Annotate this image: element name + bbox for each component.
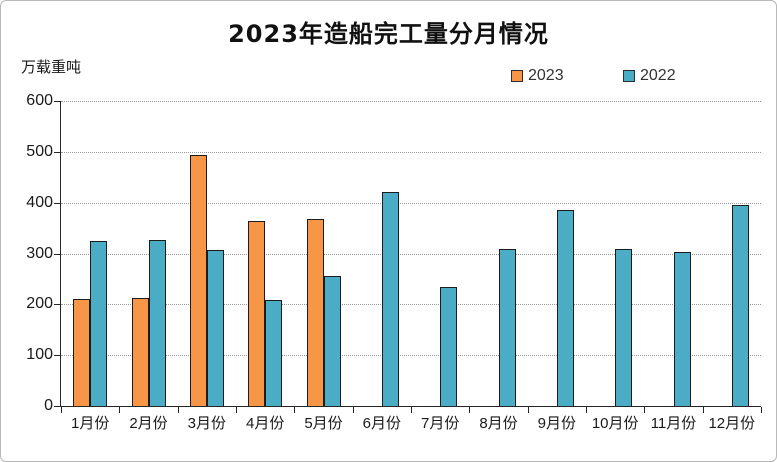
- y-tick-400: [54, 202, 61, 204]
- chart-title: 2023年造船完工量分月情况: [228, 20, 549, 48]
- legend-label-2023: 2023: [528, 67, 564, 84]
- x-tick-7: [469, 407, 471, 413]
- bar-2022-1月份: [90, 240, 108, 406]
- bar-2022-12月份: [731, 205, 749, 406]
- x-tick-1: [119, 407, 121, 413]
- x-tick-8: [527, 407, 529, 413]
- bar-2022-2月份: [148, 239, 166, 406]
- legend: 2023 2022: [1, 67, 776, 85]
- y-axis-unit-label: 万载重吨: [21, 59, 82, 76]
- legend-swatch-2022-icon: [623, 70, 635, 82]
- y-tick-500: [54, 151, 61, 153]
- x-axis-label-4月份: 4月份: [245, 415, 285, 432]
- y-tick-200: [54, 304, 61, 306]
- gridline-100: [61, 355, 761, 357]
- y-tick-label-500: 500: [26, 142, 53, 160]
- y-tick-0: [54, 406, 61, 407]
- x-tick-0: [61, 407, 62, 413]
- x-axis-label-9月份: 9月份: [537, 415, 576, 432]
- plot-area: 0 100 200 300 400 500 600 1月份 2月份 3月份 4月份 5月份 6月份 7月份…: [26, 92, 762, 432]
- y-tick-label-600: 600: [26, 92, 53, 109]
- x-axis-label-1月份: 1月份: [70, 415, 110, 432]
- bar-2022-8月份: [498, 249, 516, 406]
- y-tick-100: [54, 355, 61, 357]
- x-axis-label-5月份: 5月份: [304, 415, 343, 432]
- bar-2022-7月份: [440, 286, 458, 406]
- x-axis-label-3月份: 3月份: [187, 415, 226, 432]
- x-tick-4: [294, 407, 296, 413]
- y-tick-label-300: 300: [26, 244, 53, 262]
- x-axis-label-10月份: 10月份: [591, 415, 639, 432]
- y-tick-600: [54, 101, 61, 102]
- gridline-200: [61, 304, 761, 306]
- x-axis-label-11月份: 11月份: [650, 415, 697, 432]
- y-tick-label-200: 200: [26, 295, 53, 313]
- bar-2022-10月份: [615, 249, 633, 406]
- bar-2022-5月份: [323, 276, 341, 406]
- bar-2023-3月份: [189, 155, 207, 406]
- legend-swatch-2023-icon: [511, 70, 523, 82]
- x-tick-2: [177, 407, 179, 413]
- x-tick-5: [352, 407, 354, 413]
- legend-item-2022: 2022: [623, 67, 676, 85]
- x-tick-3: [236, 407, 237, 413]
- gridline-400: [61, 202, 761, 204]
- x-tick-6: [411, 407, 412, 413]
- bar-2022-3月份: [206, 249, 224, 406]
- gridline-500: [61, 151, 761, 153]
- x-axis-label-2月份: 2月份: [129, 415, 168, 432]
- x-tick-11: [702, 407, 704, 413]
- y-tick-label-0: 0: [44, 397, 53, 414]
- bar-2022-6月份: [381, 192, 399, 406]
- bar-2023-4月份: [248, 221, 266, 406]
- x-axis-label-12月份: 12月份: [708, 415, 756, 432]
- x-tick-9: [586, 407, 587, 413]
- gridline-600: [61, 101, 761, 102]
- bar-2022-4月份: [265, 299, 283, 406]
- bar-2022-11月份: [673, 252, 691, 406]
- bar-2022-9月份: [556, 210, 574, 406]
- y-tick-300: [54, 253, 61, 255]
- x-tick-10: [644, 407, 646, 413]
- legend-item-2023: 2023: [511, 67, 564, 85]
- x-axis-label-6月份: 6月份: [362, 415, 401, 432]
- bar-2023-1月份: [73, 298, 91, 406]
- legend-label-2022: 2022: [640, 67, 676, 84]
- bar-2023-2月份: [131, 298, 149, 406]
- x-tick-12: [761, 407, 762, 413]
- y-tick-label-100: 100: [26, 346, 53, 364]
- x-axis-label-7月份: 7月份: [420, 415, 460, 432]
- gridline-300: [61, 253, 761, 255]
- x-axis-label-8月份: 8月份: [479, 415, 518, 432]
- y-tick-label-400: 400: [26, 193, 53, 211]
- bar-2023-5月份: [306, 219, 324, 406]
